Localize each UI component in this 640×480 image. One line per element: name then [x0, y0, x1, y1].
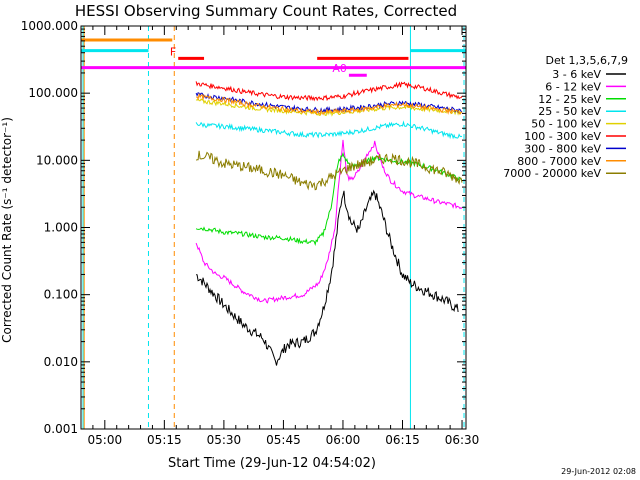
series-line	[196, 189, 459, 366]
x-tick-label: 06:00	[326, 433, 361, 447]
series-line	[195, 139, 463, 304]
flag-label: A0	[332, 62, 347, 75]
series-line	[195, 81, 463, 102]
x-tick-label: 05:00	[88, 433, 123, 447]
plot-frame	[80, 25, 467, 430]
series-lines	[195, 81, 463, 366]
y-tick-label: 0.100	[44, 288, 78, 302]
legend-label: 25 - 50 keV	[538, 105, 601, 118]
legend-label: 100 - 300 keV	[524, 130, 601, 143]
y-tick-label: 10.000	[36, 153, 78, 167]
x-tick-label: 05:30	[207, 433, 242, 447]
flag-label: N	[71, 38, 79, 51]
y-tick-label: 0.010	[44, 355, 78, 369]
flag-label: A1	[64, 55, 79, 68]
x-tick-label: 06:15	[385, 433, 420, 447]
chart-title: HESSI Observing Summary Count Rates, Cor…	[75, 2, 457, 20]
legend-label: 50 - 100 keV	[531, 118, 601, 131]
series-line	[195, 152, 463, 247]
timestamp: 29-Jun-2012 02:08	[561, 467, 636, 476]
flag-label: F	[170, 45, 176, 58]
legend-label: 6 - 12 keV	[545, 80, 601, 93]
x-tick-label: 05:45	[266, 433, 301, 447]
y-tick-label: 100.000	[28, 86, 78, 100]
series-line	[195, 120, 463, 140]
y-tick-label: 1.000	[44, 221, 78, 235]
series-line	[195, 92, 463, 114]
y-axis-label: Corrected Count Rate (s⁻¹ detector⁻¹)	[0, 117, 14, 343]
legend-label: 800 - 7000 keV	[517, 155, 601, 168]
x-tick-label: 06:30	[445, 433, 480, 447]
legend-label: 3 - 6 keV	[552, 68, 601, 81]
x-axis-label: Start Time (29-Jun-12 04:54:02)	[168, 456, 376, 471]
legend-label: 7000 - 20000 keV	[503, 167, 601, 180]
axes: 0.001 0.010 0.100 1.000 10.000 100.000 1000.00…	[21, 19, 480, 447]
y-tick-label: 1000.000	[21, 19, 78, 33]
legend-header: Det 1,3,5,6,7,9	[545, 54, 628, 67]
legend-label: 12 - 25 keV	[538, 93, 601, 106]
legend-label: 300 - 800 keV	[524, 142, 601, 155]
series-line	[195, 150, 463, 191]
series-line	[196, 92, 463, 116]
y-tick-label: 0.001	[44, 422, 78, 436]
x-tick-label: 05:15	[147, 433, 182, 447]
